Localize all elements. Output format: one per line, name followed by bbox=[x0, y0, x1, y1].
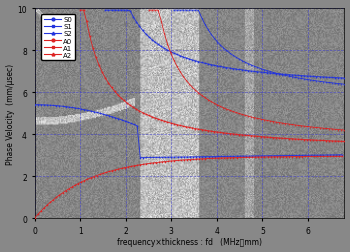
X-axis label: frequency×thickness : fd   (MHz・mm): frequency×thickness : fd (MHz・mm) bbox=[117, 237, 262, 246]
Legend: S0, S1, S2, A0, A1, A2: S0, S1, S2, A0, A1, A2 bbox=[41, 15, 75, 61]
Y-axis label: Phase Velocity  (mm/μsec): Phase Velocity (mm/μsec) bbox=[6, 63, 15, 164]
